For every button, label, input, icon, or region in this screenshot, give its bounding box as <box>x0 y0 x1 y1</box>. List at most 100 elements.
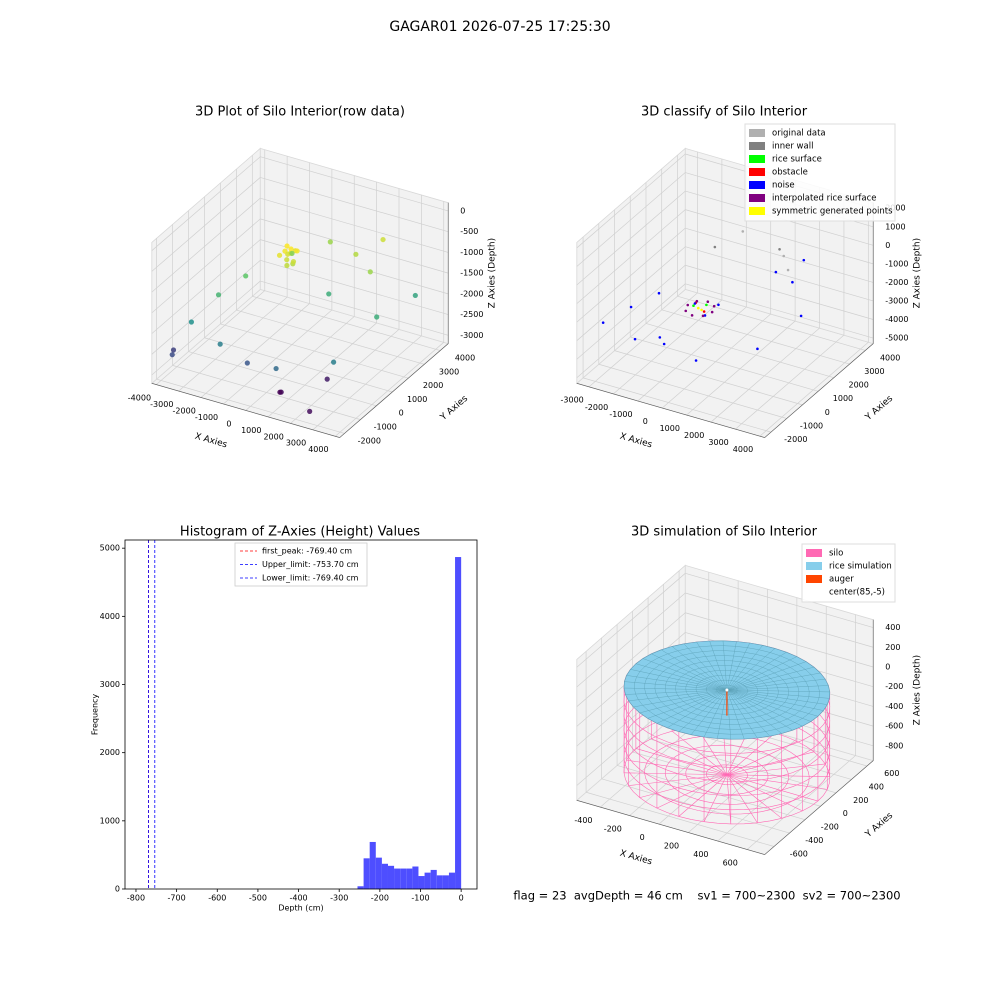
rice-mesh-line <box>642 658 727 691</box>
chart-title: 3D classify of Silo Interior <box>641 105 808 120</box>
rice-mesh-line <box>726 661 807 691</box>
data-point <box>290 259 297 265</box>
z-tick-label: -2500 <box>460 310 483 319</box>
histogram-bar <box>448 872 456 889</box>
x-tick-label: -600 <box>208 894 226 903</box>
silo-floor-line <box>726 774 732 824</box>
rice-mesh-line <box>726 689 803 727</box>
grid-line <box>576 172 686 267</box>
y-tick-label: 1000 <box>407 395 427 404</box>
x-tick-label: -700 <box>168 894 186 903</box>
rice-mesh-line <box>696 641 728 691</box>
rice-mesh-line <box>726 689 771 737</box>
legend-swatch <box>749 181 765 189</box>
plot-frame <box>124 539 478 890</box>
grid-line <box>759 341 869 437</box>
x-tick-label: -300 <box>330 894 348 903</box>
legend-swatch <box>749 168 765 176</box>
grid-line <box>267 322 377 418</box>
silo-floor-line <box>726 774 758 823</box>
histogram-bar <box>430 869 437 889</box>
data-point <box>412 292 418 299</box>
data-point <box>284 257 290 263</box>
y-tick-label: 0 <box>115 885 120 894</box>
x-tick-label: 0 <box>640 833 645 842</box>
grid-line <box>582 377 772 433</box>
data-point <box>367 269 373 275</box>
rice-mesh-line <box>726 689 830 693</box>
x-tick-label: 200 <box>664 841 679 850</box>
z-tick-label: 400 <box>885 623 900 632</box>
data-point <box>700 308 703 312</box>
rice-mesh-line <box>647 689 727 719</box>
data-point <box>324 376 330 382</box>
grid-line <box>312 335 422 431</box>
data-point <box>756 347 759 351</box>
y-tick-label: 4000 <box>455 353 475 362</box>
y-tick-label: 400 <box>869 782 884 791</box>
legend-swatch <box>806 575 822 583</box>
data-point <box>694 359 698 362</box>
rice-mesh-line <box>726 651 787 691</box>
z-tick-label: -3000 <box>460 331 483 340</box>
grid-line <box>685 592 874 648</box>
x-tick-label: 4000 <box>308 445 328 454</box>
legend-label: noise <box>772 181 795 191</box>
z-tick-label: -5000 <box>885 334 908 343</box>
silo-floor-line <box>726 732 776 775</box>
data-point <box>374 314 380 320</box>
data-point <box>782 254 786 258</box>
grid-line <box>685 246 874 302</box>
x-tick-label: -100 <box>411 894 429 903</box>
z-axis-label: Z Axies (Depth) <box>488 238 498 309</box>
center-point <box>725 688 729 692</box>
data-point <box>243 273 249 279</box>
data-point <box>696 306 700 310</box>
data-point <box>217 341 223 347</box>
data-point <box>791 280 794 284</box>
rice-mesh-line <box>626 675 727 691</box>
histogram-bar <box>400 868 407 889</box>
rice-mesh-line <box>726 645 763 691</box>
x-tick-label: 4000 <box>733 445 753 454</box>
data-point <box>703 314 707 317</box>
grid-line <box>685 572 874 628</box>
grid-line <box>236 309 425 365</box>
legend-label: silo <box>829 549 843 559</box>
grid-line <box>685 227 874 283</box>
y-tick-label: 0 <box>399 409 404 418</box>
grid-line <box>614 350 803 406</box>
rice-mesh-line <box>683 643 728 691</box>
x-axis-label: Depth (cm) <box>278 904 323 913</box>
data-point <box>276 252 283 258</box>
data-point <box>802 258 806 262</box>
grid-line <box>576 573 686 668</box>
grid-line <box>220 323 409 379</box>
y-tick-label: 4000 <box>100 612 120 621</box>
axis-line <box>151 383 340 438</box>
grid-line <box>576 246 686 341</box>
silo-floor-line <box>726 741 797 776</box>
data-point <box>657 291 661 295</box>
z-tick-label: 1000 <box>885 222 905 231</box>
rice-mesh-line <box>656 689 727 724</box>
data-point <box>702 310 706 313</box>
data-point <box>710 310 714 314</box>
axis-line <box>764 760 874 855</box>
rice-mesh-line <box>651 653 727 691</box>
rice-mesh-line <box>726 666 815 691</box>
rice-mesh-line <box>661 649 728 691</box>
data-point <box>188 319 194 325</box>
rice-mesh-line <box>624 681 727 691</box>
grid-line <box>260 197 449 253</box>
legend-label: rice surface <box>772 155 822 165</box>
silo-floor-line <box>624 772 727 776</box>
grid-line <box>576 209 686 304</box>
grid-line <box>632 751 821 807</box>
data-point <box>686 303 690 307</box>
x-tick-label: -3000 <box>561 396 584 405</box>
silo-floor-line <box>726 763 826 776</box>
rice-mesh-line <box>726 689 824 711</box>
legend-label: Upper_limit: -753.70 cm <box>262 560 359 569</box>
x-tick-label: 1000 <box>241 426 261 435</box>
